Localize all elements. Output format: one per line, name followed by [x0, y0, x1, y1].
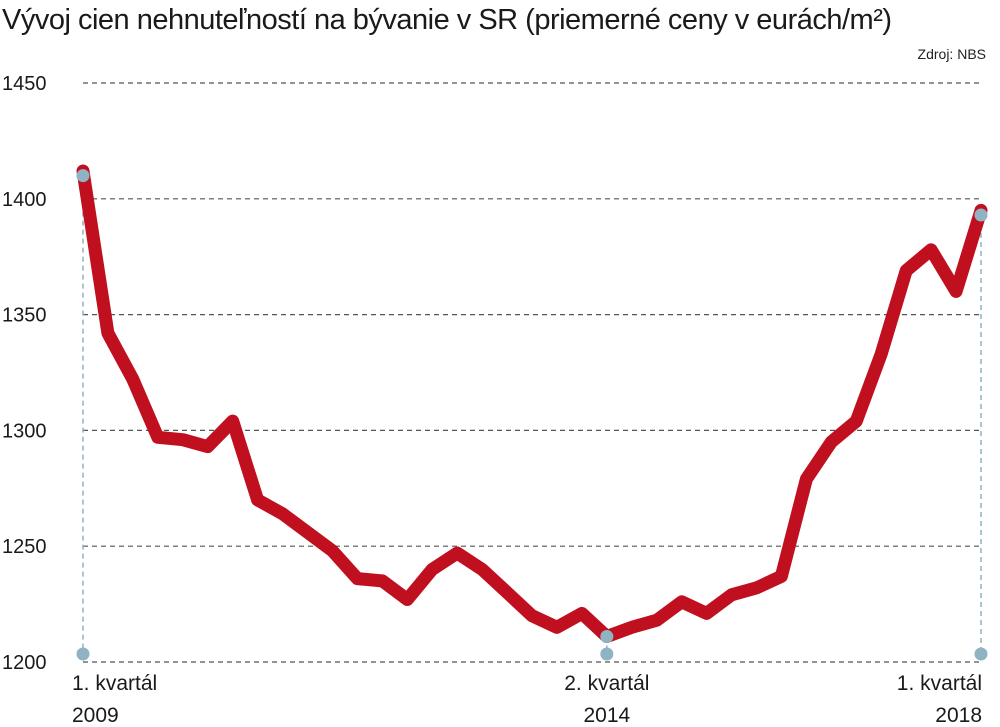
x-tick-labels: 1. kvartál 2009 2. kvartál 2014 1. kvartál 20…	[72, 672, 982, 727]
y-tick-label-1200: 1200	[2, 652, 47, 674]
series-lines	[76, 164, 988, 643]
x-tick-label-0-line1: 1. kvartál	[72, 672, 157, 695]
series-marker-1	[600, 630, 614, 644]
source-note: Zdroj: NBS	[917, 46, 986, 62]
x-tick-label-2-line2: 2018	[935, 704, 982, 727]
series-marker-0	[76, 169, 90, 183]
chart-title: Vývoj cien nehnuteľností na bývanie v SR…	[2, 4, 892, 36]
grid-lines	[83, 82, 981, 663]
x-tick-label-1-line1: 2. kvartál	[564, 672, 649, 695]
y-tick-label-1350: 1350	[2, 305, 47, 327]
x-markers	[76, 169, 988, 661]
y-tick-label-1400: 1400	[2, 189, 47, 211]
y-tick-label-1300: 1300	[2, 420, 47, 442]
x-reference-lines	[82, 175, 982, 654]
series-marker-2	[974, 208, 988, 222]
x-tick-label-1-line2: 2014	[583, 704, 630, 727]
y-tick-label-1250: 1250	[2, 536, 47, 558]
y-tick-labels: 1200 1250 1300 1350 1400 1450	[2, 73, 47, 674]
series-line-0	[76, 164, 988, 643]
x-anchor-marker-0	[76, 647, 90, 661]
x-tick-label-0-line2: 2009	[72, 704, 119, 727]
x-anchor-marker-2	[974, 647, 988, 661]
y-tick-label-1450: 1450	[2, 73, 47, 95]
x-anchor-marker-1	[600, 647, 614, 661]
x-tick-label-2-line1: 1. kvartál	[897, 672, 982, 695]
